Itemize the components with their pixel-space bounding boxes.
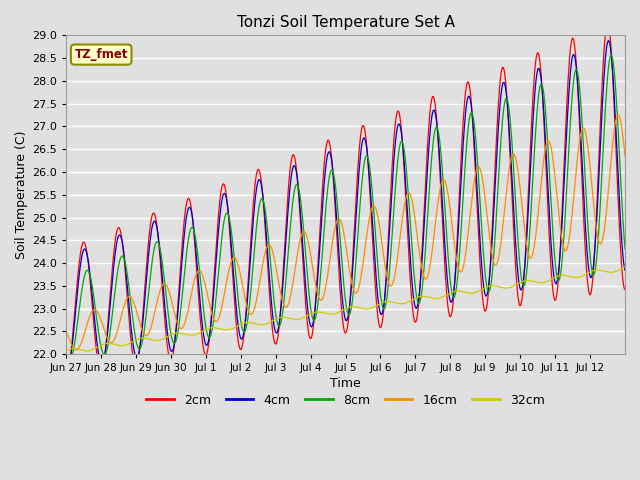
2cm (403, 221, 411, 227)
Line: 2cm: 2cm (66, 24, 625, 377)
16cm (62, 328, 70, 334)
16cm (280, 302, 288, 308)
8cm (607, 52, 615, 58)
Line: 16cm: 16cm (66, 115, 625, 350)
32cm (83, 348, 90, 354)
8cm (129, 313, 136, 319)
2cm (259, 186, 266, 192)
32cm (129, 339, 136, 345)
Y-axis label: Soil Temperature (C): Soil Temperature (C) (15, 131, 28, 259)
32cm (259, 322, 267, 327)
4cm (129, 336, 136, 342)
16cm (231, 255, 239, 261)
16cm (621, 153, 629, 159)
32cm (404, 299, 412, 305)
8cm (231, 264, 239, 270)
4cm (621, 267, 629, 273)
Line: 4cm: 4cm (66, 41, 625, 370)
Line: 32cm: 32cm (66, 267, 625, 351)
4cm (259, 192, 267, 198)
8cm (62, 350, 70, 356)
Legend: 2cm, 4cm, 8cm, 16cm, 32cm: 2cm, 4cm, 8cm, 16cm, 32cm (141, 389, 550, 412)
4cm (231, 292, 239, 298)
2cm (62, 374, 70, 380)
16cm (404, 191, 412, 196)
16cm (259, 261, 267, 266)
2cm (435, 143, 442, 149)
2cm (230, 298, 238, 304)
4cm (280, 267, 288, 273)
Line: 8cm: 8cm (66, 55, 625, 360)
8cm (404, 185, 412, 191)
32cm (231, 324, 239, 330)
4cm (62, 367, 70, 372)
2cm (621, 287, 629, 292)
32cm (621, 264, 629, 270)
Text: TZ_fmet: TZ_fmet (74, 48, 128, 61)
8cm (259, 197, 267, 203)
2cm (604, 21, 611, 26)
32cm (280, 314, 288, 320)
32cm (62, 348, 70, 353)
2cm (280, 267, 287, 273)
32cm (435, 295, 443, 301)
16cm (614, 112, 622, 118)
8cm (435, 134, 443, 140)
4cm (404, 217, 412, 223)
2cm (128, 343, 136, 349)
8cm (621, 246, 629, 252)
4cm (63, 367, 70, 373)
4cm (604, 38, 612, 44)
16cm (72, 347, 80, 353)
16cm (435, 191, 443, 197)
8cm (280, 299, 288, 305)
Title: Tonzi Soil Temperature Set A: Tonzi Soil Temperature Set A (237, 15, 454, 30)
X-axis label: Time: Time (330, 377, 361, 390)
16cm (129, 297, 136, 302)
4cm (435, 148, 443, 154)
8cm (66, 358, 74, 363)
